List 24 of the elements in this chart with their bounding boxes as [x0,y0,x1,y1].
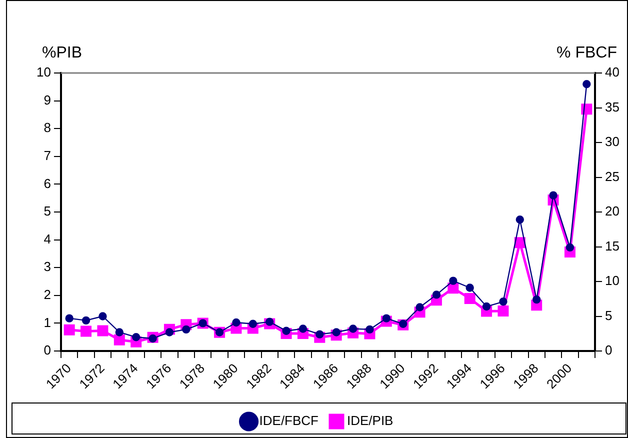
y-tick-label: 1 [44,314,51,330]
y2-tick-label: 15 [605,238,620,254]
y-tick-label: 8 [44,120,51,136]
y-axis-title: %PIB [42,44,82,62]
y2-tick-label: 30 [605,134,620,150]
y2-tick-label: 0 [605,342,612,358]
y2-tick-label: 25 [605,168,620,184]
y-tick-label: 3 [44,259,51,274]
y2-tick-label: 10 [605,273,620,288]
y-tick-label: 9 [44,92,51,108]
y-tick-label: 5 [44,204,51,219]
y-tick-label: 2 [44,286,51,302]
legend-label: IDE/PIB [346,413,394,428]
y-tick-label: 4 [44,231,51,246]
legend-label: IDE/FBCF [259,413,319,428]
y2-tick-label: 20 [605,204,620,219]
y2-tick-label: 35 [605,99,620,114]
y2-tick-label: 5 [605,308,612,323]
y2-tick-label: 40 [605,64,620,80]
y-tick-label: 0 [44,342,51,358]
y-tick-label: 6 [44,176,51,191]
y-tick-label: 10 [36,64,51,80]
y-tick-label: 7 [44,148,51,163]
y2-axis-title: % FBCF [556,44,618,62]
